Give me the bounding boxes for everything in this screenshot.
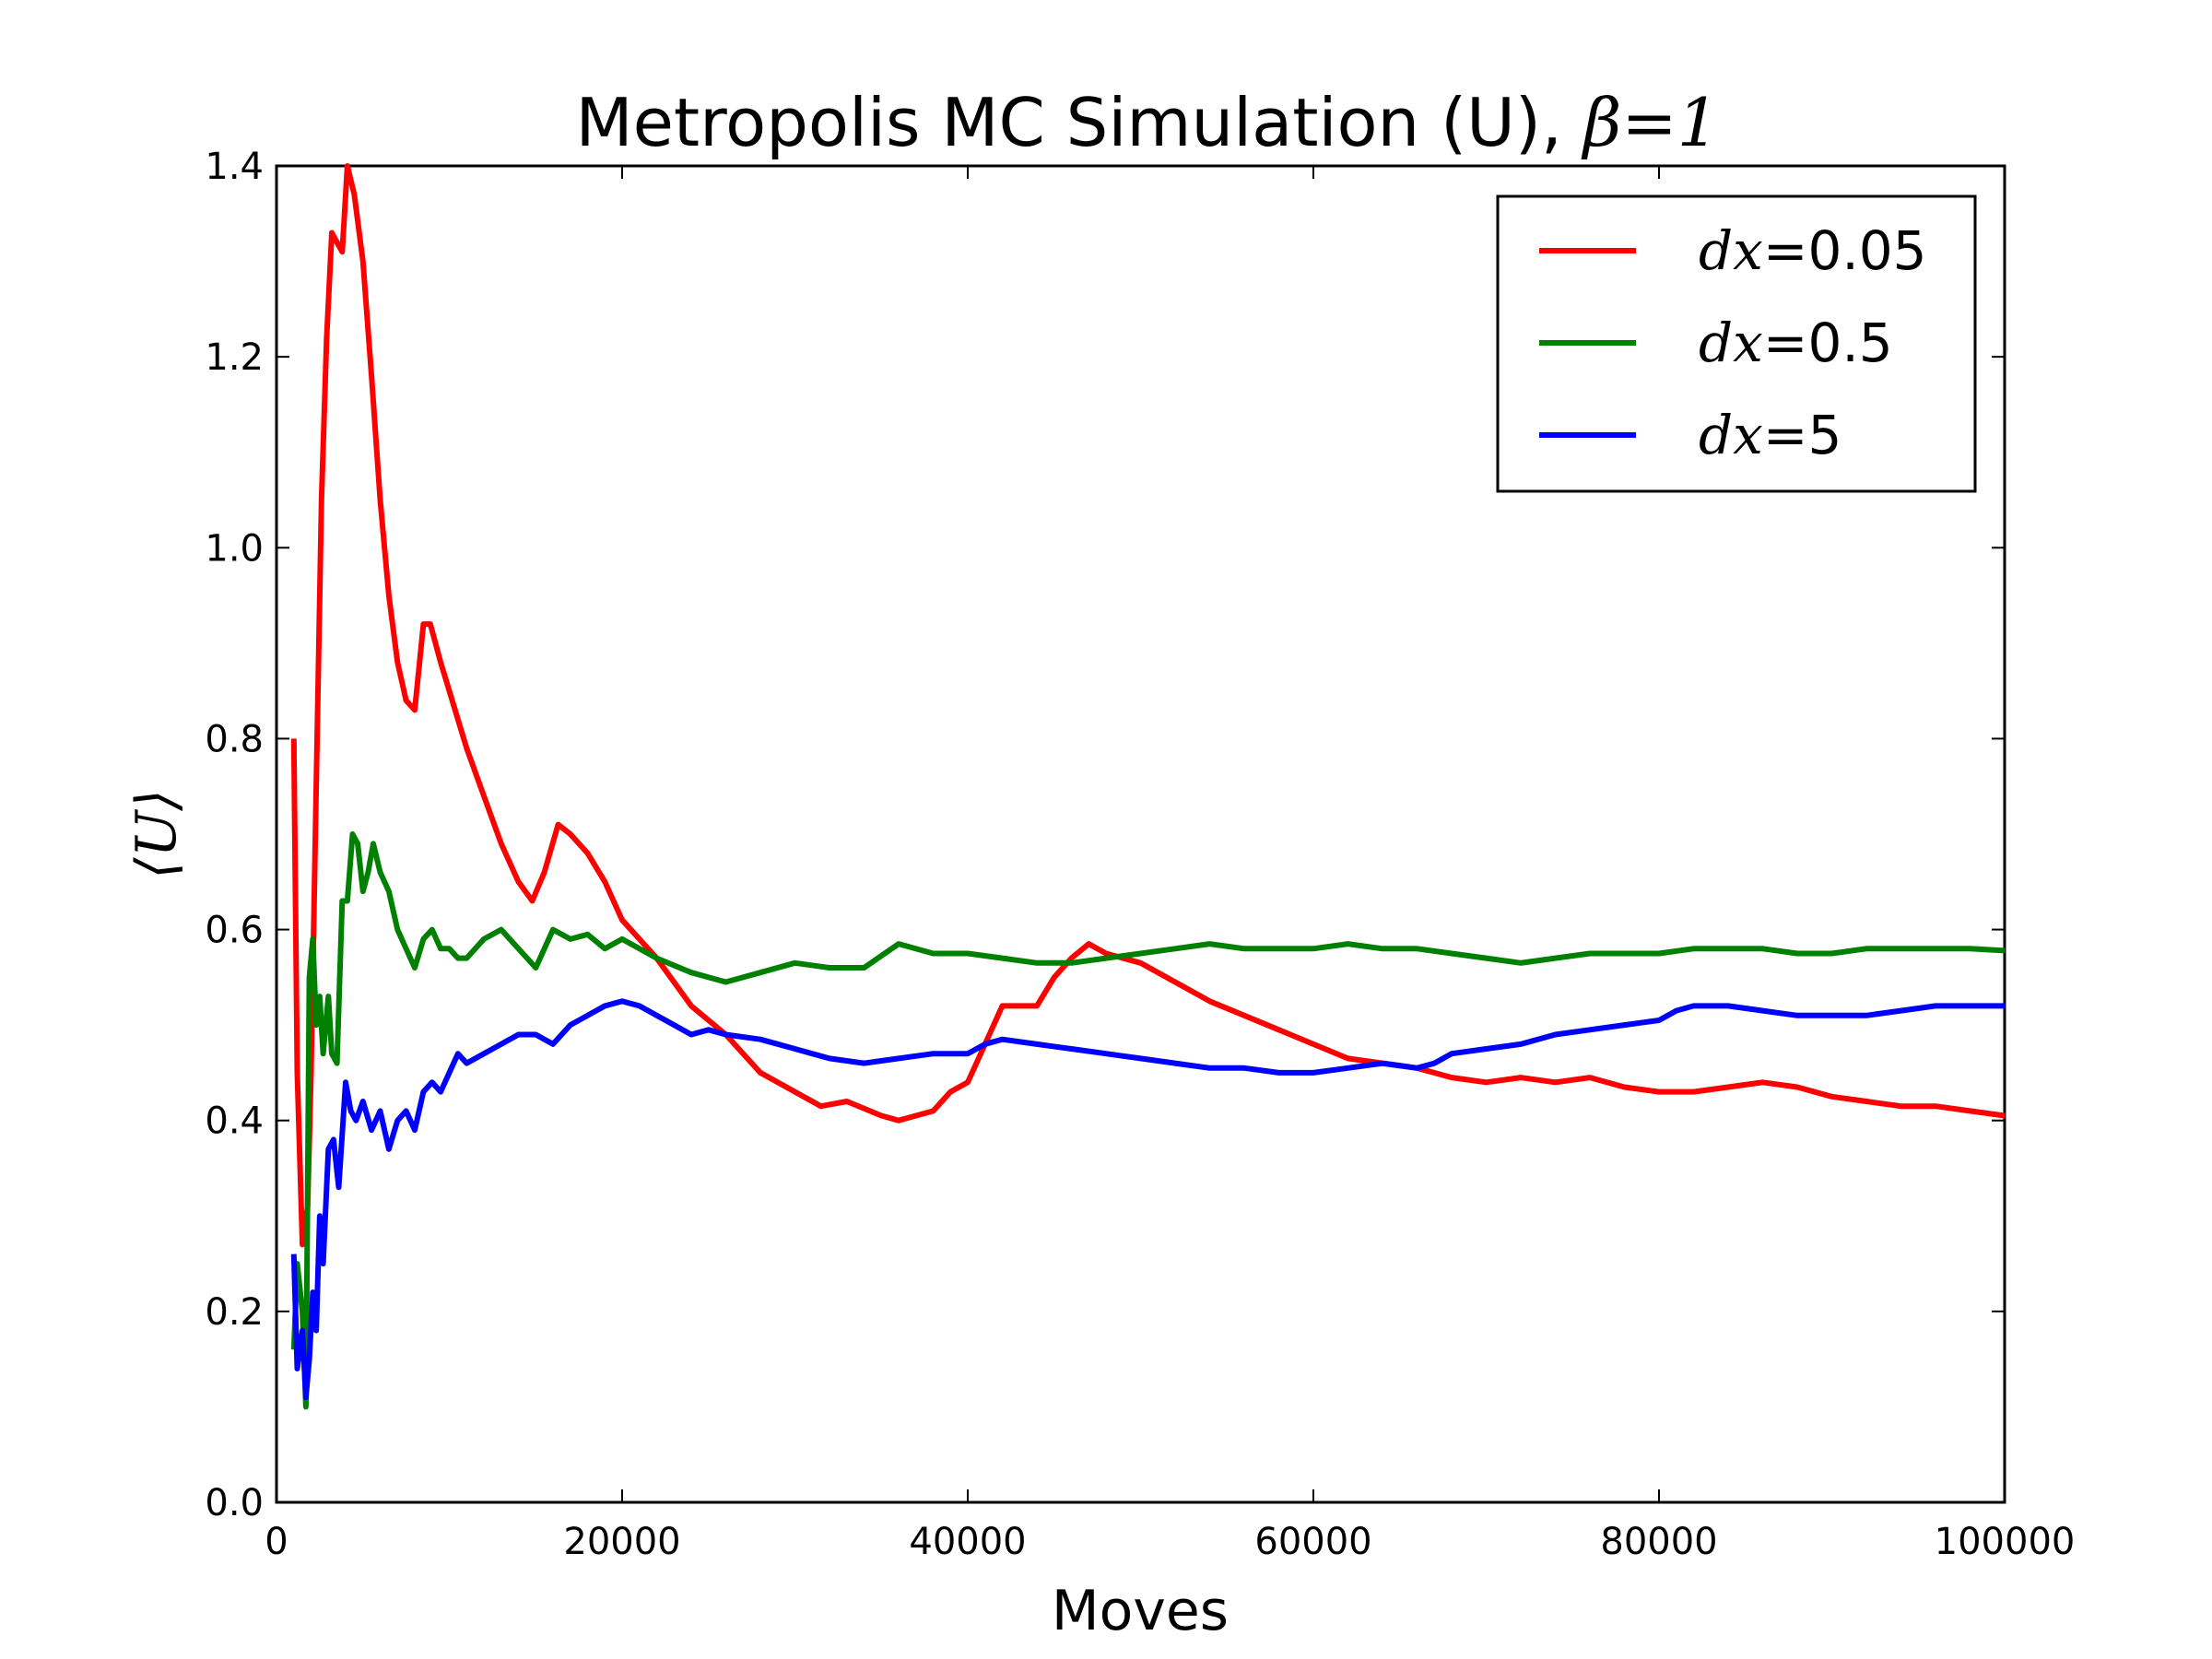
y-tick-label: 0.8 bbox=[205, 718, 264, 760]
x-tick-label: 100000 bbox=[1935, 1521, 2076, 1563]
chart-title-math: β=1 bbox=[1581, 84, 1720, 161]
x-tick-label: 20000 bbox=[563, 1521, 680, 1563]
y-tick-label: 0.0 bbox=[205, 1482, 264, 1524]
y-axis-label: ⟨U⟩ bbox=[124, 789, 189, 878]
legend-label-math-0: dx bbox=[1699, 219, 1763, 282]
x-tick-label: 60000 bbox=[1254, 1521, 1371, 1563]
y-tick-label: 1.2 bbox=[205, 336, 264, 379]
series-line-0 bbox=[290, 163, 2006, 1248]
legend-label-math-1: dx bbox=[1699, 312, 1763, 374]
legend-label-0: dx=0.05 bbox=[1699, 219, 1927, 282]
x-axis-label: Moves bbox=[1052, 1579, 1229, 1643]
legend-label-value-0: =0.05 bbox=[1763, 219, 1927, 282]
chart-title: Metropolis MC Simulation (U), β=1 bbox=[576, 84, 1720, 161]
y-tick-label: 1.4 bbox=[205, 146, 264, 188]
y-tick-label: 1.0 bbox=[205, 527, 264, 570]
y-tick-label: 0.2 bbox=[205, 1291, 264, 1334]
y-tick-label: 0.6 bbox=[205, 910, 264, 952]
series-line-2 bbox=[290, 998, 2005, 1401]
legend-label-math-2: dx bbox=[1699, 404, 1763, 466]
chart-title-text: Metropolis MC Simulation (U), bbox=[576, 84, 1583, 161]
legend-label-value-2: =5 bbox=[1763, 404, 1842, 466]
x-tick-label: 0 bbox=[265, 1521, 288, 1563]
x-tick-label: 40000 bbox=[909, 1521, 1026, 1563]
series-layer bbox=[290, 163, 2006, 1410]
plot-area-frame bbox=[275, 164, 2006, 1504]
x-tick-label: 80000 bbox=[1600, 1521, 1717, 1563]
legend-label-value-1: =0.5 bbox=[1763, 312, 1893, 374]
legend-label-1: dx=0.5 bbox=[1699, 312, 1893, 374]
x-axis-ticks: 0 20000 40000 60000 80000 100000 bbox=[265, 166, 2075, 1563]
y-axis-ticks: 0.0 0.2 0.4 0.6 0.8 1.0 1.2 1.4 bbox=[205, 146, 2005, 1524]
y-tick-label: 0.4 bbox=[205, 1100, 264, 1143]
legend-label-2: dx=5 bbox=[1699, 404, 1841, 466]
series-line-1 bbox=[290, 831, 2006, 1410]
